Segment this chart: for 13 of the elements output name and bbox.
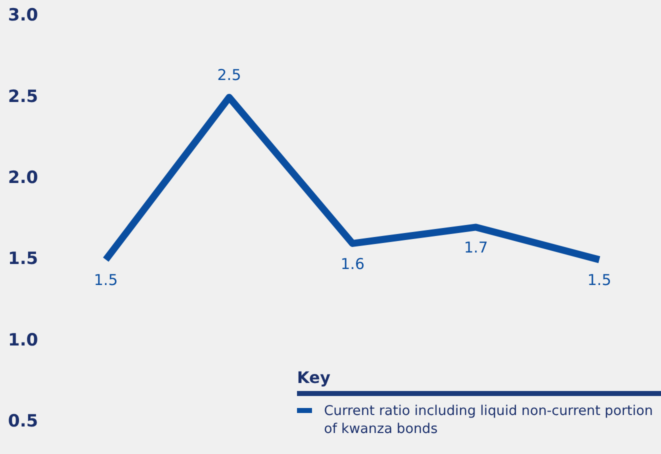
y-tick-label: 1.5 bbox=[8, 249, 38, 270]
y-tick-label: 1.0 bbox=[8, 330, 38, 350]
legend-title: Key bbox=[297, 368, 332, 387]
data-label: 2.5 bbox=[217, 66, 242, 84]
y-tick-label: 0.5 bbox=[8, 411, 38, 432]
data-label: 1.6 bbox=[340, 254, 364, 273]
data-label: 1.5 bbox=[587, 271, 612, 290]
y-tick-label: 2.0 bbox=[8, 168, 38, 188]
legend-label: Current ratio including liquid non-current portion of kwanza bonds bbox=[324, 402, 654, 438]
data-label: 1.5 bbox=[94, 271, 118, 290]
data-label: 1.7 bbox=[464, 238, 488, 257]
y-tick-label: 2.5 bbox=[8, 86, 38, 107]
y-tick-label: 3.0 bbox=[8, 6, 38, 26]
